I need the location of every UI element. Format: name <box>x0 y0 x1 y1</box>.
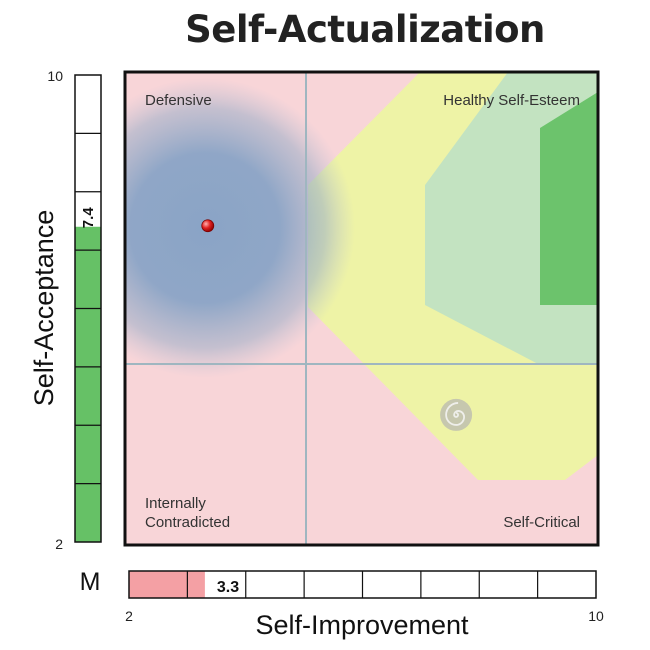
self-improvement-bar: 3.3 <box>128 570 597 599</box>
data-point <box>201 219 215 233</box>
self-acceptance-bar-fill <box>75 226 101 542</box>
x-axis-label: Self-Improvement <box>255 610 469 640</box>
defensive-gradient <box>125 78 355 378</box>
plot-border <box>123 70 600 547</box>
chart-title: Self-Actualization <box>185 8 545 51</box>
x-bar-letter: M <box>80 568 101 596</box>
quadrant-label-top-right: Healthy Self-Esteem <box>443 92 580 109</box>
x-tick-right: 10 <box>588 608 604 624</box>
target-spiral-icon <box>440 398 473 431</box>
self-improvement-value-label: 3.3 <box>217 579 239 596</box>
self-acceptance-bar-outline <box>74 74 102 543</box>
quadrant-label-bottom-left-line1: Internally <box>145 495 206 512</box>
self-acceptance-value-label: 7.4 <box>80 207 97 229</box>
dark-green-zone <box>540 92 598 305</box>
y-tick-top: 10 <box>47 68 63 84</box>
y-axis-label: Self-Acceptance <box>29 210 59 407</box>
self-acceptance-bar: 7.4 <box>74 74 102 543</box>
x-tick-left: 2 <box>125 608 133 624</box>
quadrant-label-bottom-right: Self-Critical <box>503 514 580 531</box>
quadrant-label-bottom-left-line2: Contradicted <box>145 514 230 531</box>
quadrant-label-top-left: Defensive <box>145 92 212 109</box>
self-improvement-bar-fill <box>129 571 205 598</box>
self-improvement-bar-outline <box>128 570 597 599</box>
y-tick-bottom: 2 <box>55 536 63 552</box>
plot-area <box>125 72 598 545</box>
